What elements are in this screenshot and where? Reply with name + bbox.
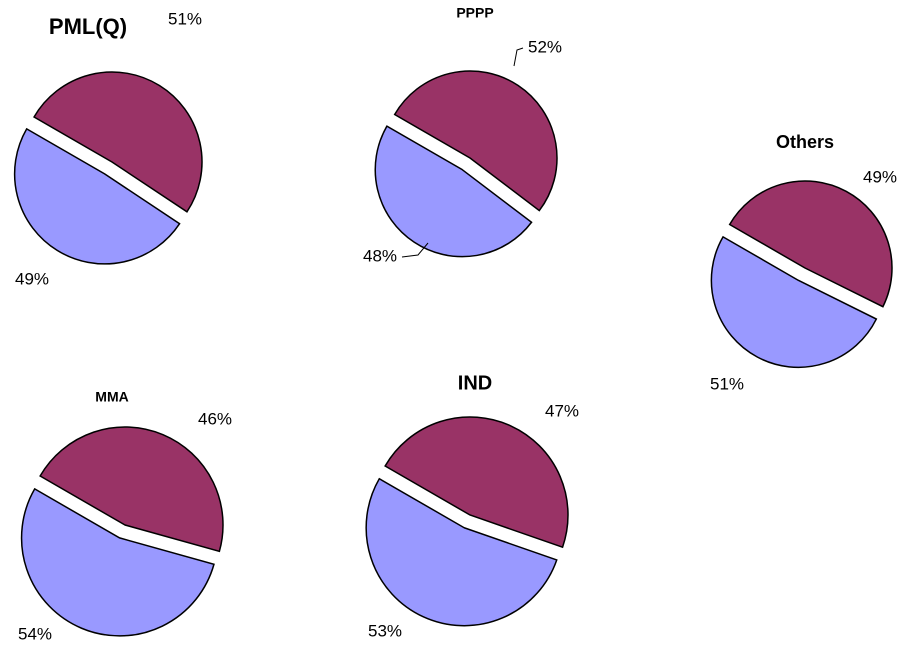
pie-slice xyxy=(728,180,893,308)
data-label: 46% xyxy=(198,409,232,428)
pie-title: MMA xyxy=(95,389,128,405)
data-label: 49% xyxy=(863,167,897,186)
pie-slice xyxy=(374,125,533,258)
leader-line xyxy=(401,242,429,258)
pie-title: PML(Q) xyxy=(49,14,127,39)
data-label: 51% xyxy=(168,9,202,28)
leader-line xyxy=(513,47,524,67)
pie-slice xyxy=(384,416,569,549)
pie-slice xyxy=(365,477,558,627)
pie-title: PPPP xyxy=(456,5,493,21)
pie-slice xyxy=(39,426,224,553)
pie-slice xyxy=(33,71,203,213)
pie-slice xyxy=(393,70,558,212)
data-label: 49% xyxy=(15,269,49,288)
data-label: 53% xyxy=(368,621,402,640)
pie-slice xyxy=(13,127,181,265)
data-label: 51% xyxy=(710,374,744,393)
pie-slice xyxy=(710,235,878,369)
pie-title: IND xyxy=(458,372,492,394)
data-label: 48% xyxy=(363,246,397,265)
data-label: 54% xyxy=(18,624,52,643)
pie-slice xyxy=(20,487,215,637)
data-label: 52% xyxy=(528,37,562,56)
data-label: 47% xyxy=(545,401,579,420)
pie-title: Others xyxy=(776,132,834,152)
